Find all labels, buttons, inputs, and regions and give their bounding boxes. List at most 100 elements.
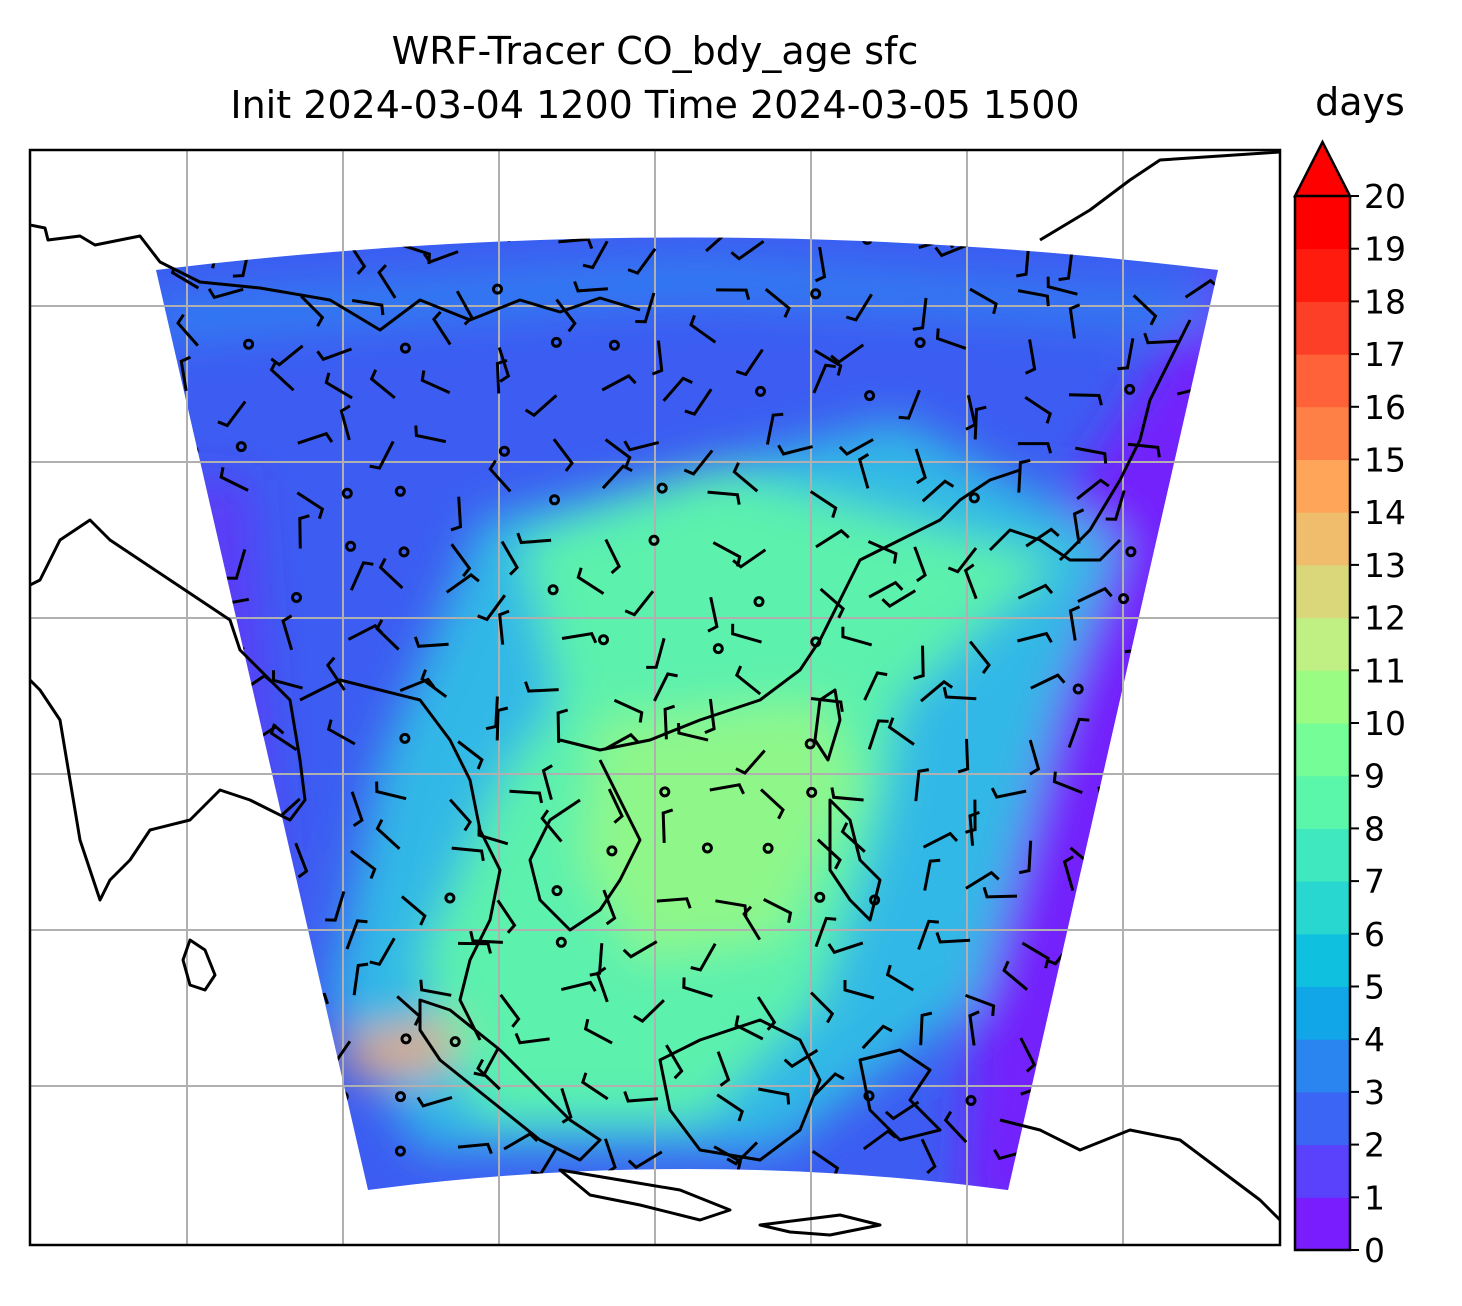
- wind-barb: [495, 706, 509, 741]
- wind-barb: [457, 740, 484, 770]
- wind-barb: [1068, 393, 1103, 406]
- calm-wind-marker: [712, 643, 724, 655]
- wind-barb: [1131, 237, 1167, 252]
- wind-barb: [709, 783, 745, 795]
- wind-barb: [400, 895, 427, 926]
- calm-wind-marker: [341, 487, 353, 499]
- coastline-japan: [1058, 319, 1192, 562]
- wind-barb: [294, 842, 309, 879]
- wind-barb: [1030, 673, 1066, 690]
- wind-barb: [272, 1105, 294, 1140]
- wind-barb: [158, 699, 188, 727]
- wind-barb: [432, 310, 452, 346]
- wind-barb: [293, 1043, 327, 1057]
- wind-barb: [185, 505, 198, 542]
- wind-barb: [735, 749, 766, 775]
- colorbar-segment: [1295, 1039, 1350, 1093]
- wind-barb: [1017, 289, 1050, 307]
- calm-wind-marker: [345, 540, 357, 552]
- calm-wind-marker: [659, 786, 671, 798]
- wind-barb: [351, 299, 385, 316]
- wind-barb: [732, 548, 767, 569]
- colorbar-tick-label: 16: [1364, 388, 1406, 427]
- calm-wind-marker: [235, 441, 247, 453]
- wind-barb: [935, 328, 967, 350]
- wind-barb: [581, 1072, 609, 1101]
- colorbar-tick-label: 3: [1364, 1073, 1385, 1112]
- wind-barb: [1158, 837, 1181, 868]
- wind-barb: [156, 473, 170, 494]
- coastline-sulawesi: [858, 1048, 942, 1142]
- wind-barb: [1176, 893, 1207, 917]
- wind-barb: [969, 640, 991, 674]
- wind-barb: [707, 596, 719, 633]
- calm-wind-marker: [606, 845, 618, 857]
- wind-barb: [1228, 337, 1262, 347]
- wind-barb: [623, 1090, 659, 1103]
- wind-barb: [156, 537, 173, 550]
- wind-barb: [246, 1100, 276, 1127]
- calm-wind-marker: [549, 494, 560, 506]
- wind-barb: [488, 459, 512, 493]
- calm-wind-marker: [394, 485, 406, 497]
- wind-barb: [838, 438, 874, 456]
- calm-wind-marker: [810, 288, 822, 300]
- wind-barb: [349, 561, 374, 591]
- colorbar-segment: [1295, 564, 1350, 619]
- wind-barb: [451, 846, 485, 862]
- calm-wind-marker: [449, 1036, 461, 1048]
- wind-barb: [742, 905, 761, 941]
- wind-barb: [420, 370, 451, 395]
- wind-barb: [499, 993, 521, 1028]
- wind-barb: [126, 298, 139, 330]
- calm-wind-marker: [864, 390, 876, 402]
- wind-barb: [495, 358, 508, 394]
- colorbar-tick-label: 19: [1364, 230, 1406, 269]
- wind-barb: [1124, 815, 1156, 840]
- calm-wind-marker: [968, 492, 980, 504]
- wind-barb: [814, 246, 827, 283]
- calm-wind-marker: [551, 885, 563, 897]
- wind-barb: [420, 669, 448, 699]
- wind-barb: [326, 719, 356, 746]
- wind-barb: [316, 347, 353, 362]
- wind-barb: [867, 540, 898, 564]
- map-frame: [28, 148, 1282, 1247]
- wind-barb: [496, 899, 517, 934]
- colorbar-segment: [1295, 1091, 1350, 1146]
- calm-wind-marker: [498, 445, 510, 457]
- wind-barb: [207, 287, 244, 300]
- colorbar-tick-label: 7: [1364, 862, 1385, 901]
- wind-barb: [935, 932, 971, 944]
- wind-barb: [123, 791, 135, 823]
- wind-barb: [259, 900, 291, 926]
- coastline-borneo: [658, 1018, 822, 1162]
- colorbar-tick-label: 2: [1364, 1126, 1385, 1165]
- wind-barb: [716, 288, 751, 301]
- coastline-india: [30, 518, 307, 902]
- wind-barb: [377, 264, 397, 299]
- wind-barb: [885, 964, 915, 992]
- wind-barb: [1155, 237, 1186, 250]
- wind-barb: [194, 622, 224, 649]
- wind-barb: [1002, 960, 1029, 991]
- wind-barb: [396, 995, 422, 1026]
- colorbar-segment: [1295, 1197, 1350, 1251]
- wind-barb: [1198, 1041, 1218, 1069]
- wind-barb: [480, 237, 511, 243]
- wind-barb: [968, 810, 980, 846]
- wind-barb: [1127, 698, 1143, 734]
- wind-barb: [964, 993, 996, 1017]
- wind-barb: [814, 349, 843, 376]
- wind-barb: [845, 293, 873, 322]
- wind-barb: [765, 412, 784, 445]
- wind-barb: [350, 791, 364, 828]
- wind-barb: [242, 886, 274, 906]
- wind-barb: [884, 1100, 920, 1121]
- wind-barb: [509, 789, 544, 804]
- wind-barb: [867, 719, 889, 750]
- wind-barb: [1062, 855, 1075, 892]
- coastline-vietnam: [528, 759, 642, 932]
- colorbar-segment: [1295, 986, 1350, 1040]
